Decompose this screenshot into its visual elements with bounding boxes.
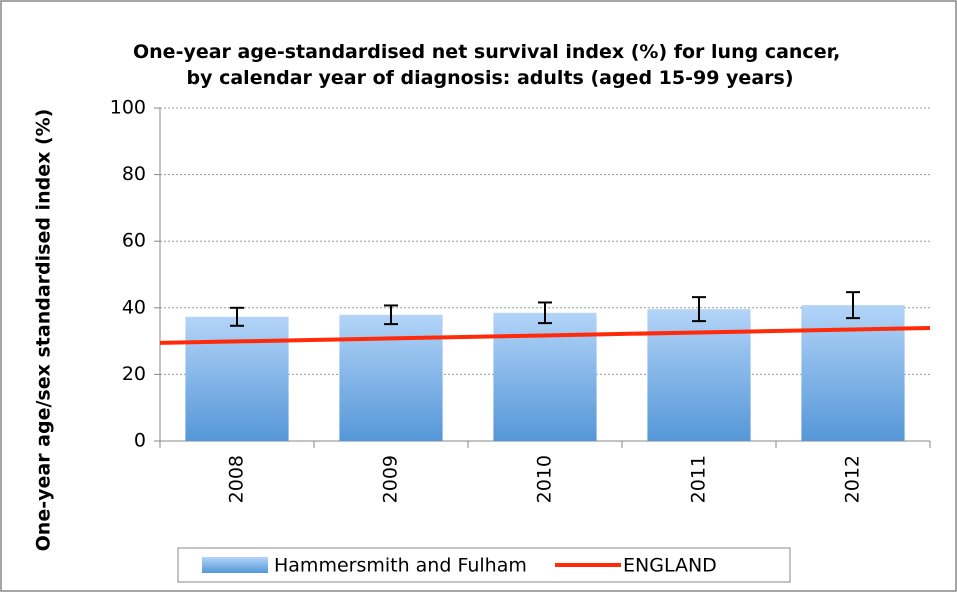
x-tick-label: 2012: [842, 455, 864, 503]
y-tick-label: 60: [122, 230, 146, 252]
legend-box: [177, 547, 791, 583]
y-tick-label: 20: [122, 363, 146, 385]
bar: [647, 309, 751, 441]
bar: [185, 316, 289, 441]
bar: [801, 305, 905, 441]
bar: [339, 314, 443, 441]
chart-title: One-year age-standardised net survival i…: [133, 41, 847, 89]
y-tick-label: 100: [110, 97, 146, 119]
y-tick-label: 40: [122, 296, 146, 318]
y-axis-label: One-year age/sex standardised index (%): [33, 109, 55, 552]
x-tick-label: 2010: [534, 455, 556, 503]
bar: [493, 312, 597, 441]
legend-swatch: [202, 557, 268, 573]
y-tick-label: 0: [134, 430, 146, 452]
error-bar: [846, 291, 860, 320]
y-tick-label: 80: [122, 163, 146, 185]
error-bar: [692, 296, 706, 323]
legend-label: Hammersmith and Fulham: [274, 555, 527, 577]
legend-label: ENGLAND: [623, 555, 717, 577]
x-tick-label: 2008: [226, 455, 248, 503]
x-tick-label: 2011: [688, 455, 710, 503]
error-bar: [538, 301, 552, 325]
error-bar: [230, 306, 244, 327]
error-bar: [384, 304, 398, 326]
line: [159, 325, 931, 345]
x-tick-label: 2009: [380, 455, 402, 503]
